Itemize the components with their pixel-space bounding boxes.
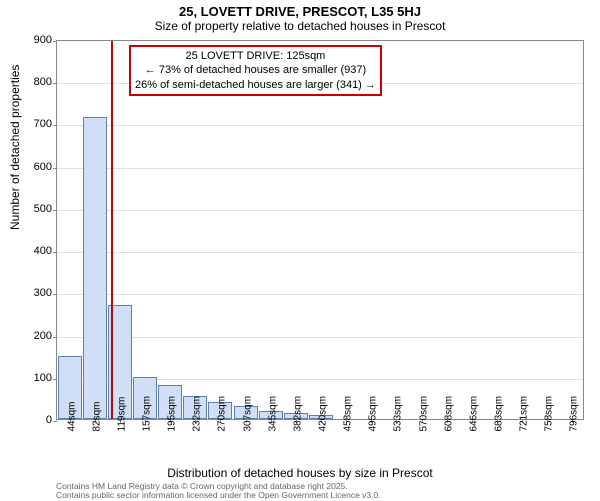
x-tick-label: 608sqm (443, 396, 454, 432)
x-axis-label: Distribution of detached houses by size … (0, 466, 600, 480)
x-tick-label: 345sqm (267, 396, 278, 432)
x-tick-label: 119sqm (116, 397, 127, 432)
bar (83, 117, 107, 419)
x-tick-label: 157sqm (142, 396, 153, 432)
y-tick-mark (53, 294, 57, 295)
x-tick-label: 646sqm (468, 396, 479, 432)
x-tick-label: 721sqm (519, 396, 530, 432)
x-tick-label: 758sqm (544, 396, 555, 432)
y-tick-mark (53, 83, 57, 84)
gridline (57, 252, 583, 253)
y-tick-mark (53, 421, 57, 422)
y-tick-mark (53, 125, 57, 126)
y-tick-label: 200 (12, 330, 52, 342)
annotation-line: 25 LOVETT DRIVE: 125sqm (135, 49, 376, 63)
gridline (57, 210, 583, 211)
x-tick-label: 796sqm (569, 396, 580, 432)
y-tick-mark (53, 379, 57, 380)
x-tick-label: 82sqm (91, 401, 102, 431)
gridline (57, 294, 583, 295)
footer-line2: Contains public sector information licen… (56, 491, 381, 500)
y-tick-label: 100 (12, 372, 52, 384)
x-tick-label: 420sqm (318, 396, 329, 432)
x-tick-label: 570sqm (418, 396, 429, 432)
x-tick-label: 270sqm (217, 396, 228, 432)
annotation-box: 25 LOVETT DRIVE: 125sqm← 73% of detached… (129, 45, 382, 96)
x-tick-label: 683sqm (494, 396, 505, 432)
annotation-line: 26% of semi-detached houses are larger (… (135, 78, 376, 92)
y-tick-label: 500 (12, 203, 52, 215)
chart-title: 25, LOVETT DRIVE, PRESCOT, L35 5HJ (0, 0, 600, 19)
y-tick-mark (53, 337, 57, 338)
footer-attribution: Contains HM Land Registry data © Crown c… (56, 482, 381, 501)
x-tick-label: 195sqm (167, 396, 178, 432)
y-tick-label: 300 (12, 287, 52, 299)
x-tick-label: 44sqm (66, 401, 77, 431)
y-tick-mark (53, 210, 57, 211)
gridline (57, 168, 583, 169)
chart-subtitle: Size of property relative to detached ho… (0, 19, 600, 37)
x-tick-label: 232sqm (192, 396, 203, 432)
gridline (57, 337, 583, 338)
y-tick-label: 400 (12, 245, 52, 257)
y-tick-mark (53, 41, 57, 42)
y-tick-label: 700 (12, 118, 52, 130)
x-tick-label: 533sqm (393, 396, 404, 432)
x-tick-label: 495sqm (368, 396, 379, 432)
chart-plot-area: 25 LOVETT DRIVE: 125sqm← 73% of detached… (56, 40, 584, 420)
x-tick-label: 307sqm (242, 396, 253, 432)
y-tick-label: 900 (12, 34, 52, 46)
reference-line (111, 41, 113, 419)
y-tick-label: 600 (12, 161, 52, 173)
annotation-line: ← 73% of detached houses are smaller (93… (135, 63, 376, 77)
y-tick-label: 800 (12, 76, 52, 88)
x-tick-label: 382sqm (292, 396, 303, 432)
y-tick-mark (53, 168, 57, 169)
y-tick-label: 0 (12, 414, 52, 426)
gridline (57, 125, 583, 126)
y-tick-mark (53, 252, 57, 253)
x-tick-label: 458sqm (343, 396, 354, 432)
